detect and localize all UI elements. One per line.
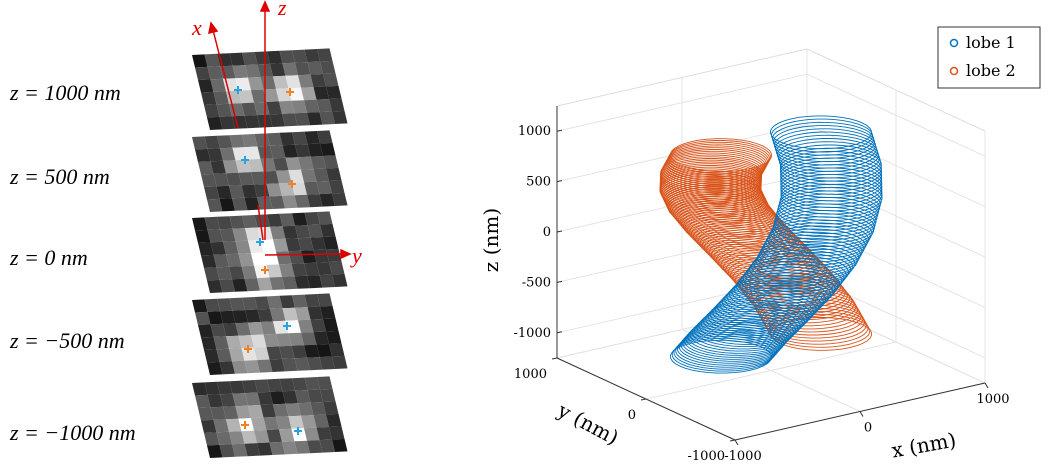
tick-mark bbox=[557, 181, 562, 182]
x-label: x bbox=[191, 15, 202, 40]
tick-mark bbox=[552, 358, 557, 359]
row-label: z = −1000 nm bbox=[9, 420, 136, 445]
row-label: z = 1000 nm bbox=[9, 80, 121, 105]
z-tick-label: -1000 bbox=[514, 326, 551, 341]
tick-mark bbox=[730, 440, 735, 441]
tick-mark bbox=[557, 332, 562, 333]
z-label: z bbox=[277, 0, 287, 20]
image-stack bbox=[192, 48, 348, 458]
z-tick-label: 500 bbox=[526, 175, 551, 190]
tick-mark bbox=[735, 440, 738, 445]
arrow-head bbox=[209, 23, 217, 33]
tick-mark bbox=[557, 281, 562, 282]
x-axis-label: x (nm) bbox=[890, 428, 958, 463]
z-tick-label: -500 bbox=[522, 275, 551, 290]
tick-mark bbox=[557, 231, 562, 232]
x-tick-label: 0 bbox=[864, 421, 872, 436]
row-label: z = 500 nm bbox=[9, 164, 110, 189]
z-tick-label: 1000 bbox=[518, 124, 551, 139]
tick-mark bbox=[985, 383, 988, 388]
arrow-head bbox=[261, 2, 269, 11]
tick-mark bbox=[557, 130, 562, 131]
y-axis-label: y (nm) bbox=[553, 397, 623, 449]
y-arrow bbox=[265, 254, 342, 255]
figure: z x y -1000 0 1000 -1000 0 1000 -1000 -500 0 500 1… bbox=[0, 0, 1049, 469]
legend-label: lobe 1 bbox=[966, 33, 1016, 52]
legend: lobe 1 lobe 2 bbox=[938, 27, 1040, 88]
y-tick-label: 0 bbox=[628, 408, 636, 423]
tick-mark bbox=[860, 412, 863, 417]
legend-label: lobe 2 bbox=[966, 61, 1016, 80]
row-label: z = −500 nm bbox=[9, 328, 125, 353]
x-tick-label: 1000 bbox=[976, 392, 1009, 407]
z-axis-label: z (nm) bbox=[479, 208, 503, 272]
plot-3d: -1000 0 1000 -1000 0 1000 -1000 -500 0 500 1000 x (… bbox=[479, 27, 1040, 464]
z-tick-label: 0 bbox=[543, 225, 551, 240]
y-tick-label: 1000 bbox=[514, 367, 547, 382]
y-label: y bbox=[350, 243, 362, 268]
x-tick-label: -1000 bbox=[724, 449, 761, 464]
y-tick-label: -1000 bbox=[688, 449, 725, 464]
arrow-head bbox=[341, 250, 350, 258]
row-label: z = 0 nm bbox=[9, 245, 88, 270]
tick-mark bbox=[641, 399, 646, 400]
